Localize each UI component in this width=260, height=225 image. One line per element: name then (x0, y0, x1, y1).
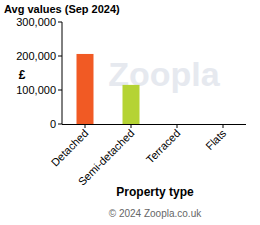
y-tick (58, 22, 62, 23)
bars (77, 54, 140, 124)
source: © 2024 Zoopla.co.uk (109, 208, 202, 219)
y-tick-label: 100,000 (16, 84, 56, 96)
x-tick-label: Terraced (144, 127, 183, 166)
y-tick-label: 200,000 (16, 50, 56, 62)
x-tick-label: Semi-detached (76, 127, 137, 188)
x-tick-label: Flats (203, 127, 229, 153)
chart-container: ZooplaAvg values (Sep 2024)0100,000200,0… (0, 0, 260, 225)
x-tick-label: Detached (49, 127, 91, 169)
x-axis (62, 124, 246, 125)
x-tick (177, 124, 178, 128)
y-tick (58, 124, 62, 125)
x-tick (223, 124, 224, 128)
y-tick-label: 300,000 (16, 16, 56, 28)
x-axis-label: Property type (116, 185, 194, 199)
y-axis-label: £ (19, 68, 26, 82)
x-tick (85, 124, 86, 128)
y-tick-label: 0 (50, 118, 56, 130)
title: Avg values (Sep 2024) (4, 3, 120, 15)
bar (77, 54, 94, 124)
chart-svg: ZooplaAvg values (Sep 2024)0100,000200,0… (0, 0, 260, 225)
y-tick (58, 90, 62, 91)
x-tick (131, 124, 132, 128)
bar (123, 85, 140, 124)
y-axis (62, 22, 63, 124)
y-tick (58, 56, 62, 57)
